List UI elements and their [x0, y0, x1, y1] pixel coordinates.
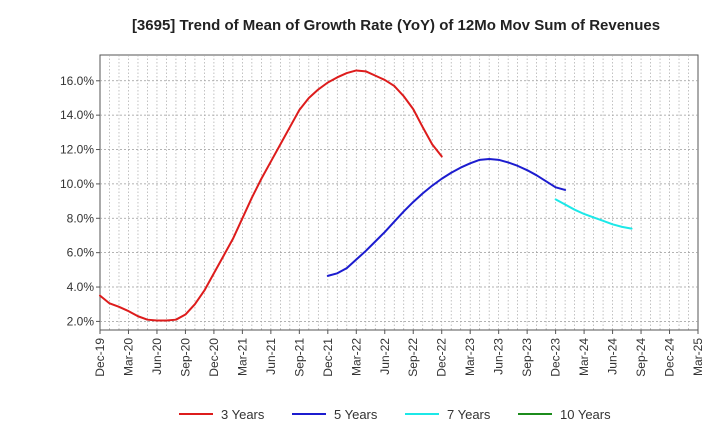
- gridlines: [100, 55, 698, 330]
- x-tick-label: Jun-23: [492, 338, 506, 375]
- x-tick-label: Jun-21: [264, 338, 278, 375]
- x-tick-label: Mar-20: [121, 338, 135, 376]
- chart-title: [3695] Trend of Mean of Growth Rate (YoY…: [132, 17, 660, 34]
- plot-area: [99, 54, 699, 331]
- y-tick-label: 14.0%: [60, 108, 94, 122]
- x-tick-label: Jun-24: [606, 338, 620, 375]
- x-tick-label: Sep-23: [520, 338, 534, 377]
- x-tick-label: Mar-23: [463, 338, 477, 376]
- x-tick-label: Dec-19: [93, 338, 107, 377]
- x-tick-label: Mar-25: [691, 338, 705, 376]
- y-axis-ticks: 2.0% 4.0% 6.0% 8.0% 10.0% 12.0% 14.0% 16.0%: [60, 74, 100, 328]
- x-tick-label: Dec-24: [663, 338, 677, 377]
- x-tick-label: Sep-24: [634, 338, 648, 377]
- x-tick-label: Mar-22: [349, 338, 363, 376]
- x-axis-ticks: Dec-19 Mar-20 Jun-20 Sep-20 Dec-20 Mar-21 Jun-…: [93, 330, 705, 377]
- x-tick-label: Sep-22: [406, 338, 420, 377]
- legend: 3 Years 5 Years 7 Years 10 Years: [179, 407, 611, 422]
- series-line-3-years: [99, 69, 443, 322]
- x-tick-label: Dec-23: [549, 338, 563, 377]
- x-tick-label: Sep-21: [292, 338, 306, 377]
- legend-label-3-years: 3 Years: [221, 407, 265, 422]
- legend-label-10-years: 10 Years: [560, 407, 611, 422]
- y-tick-label: 2.0%: [67, 314, 95, 328]
- x-tick-label: Sep-20: [178, 338, 192, 377]
- y-tick-label: 16.0%: [60, 74, 94, 88]
- y-tick-label: 10.0%: [60, 177, 94, 191]
- x-tick-label: Dec-20: [207, 338, 221, 377]
- x-tick-label: Jun-20: [150, 338, 164, 375]
- y-tick-label: 4.0%: [67, 280, 95, 294]
- x-tick-label: Jun-22: [378, 338, 392, 375]
- series-line-5-years: [326, 157, 567, 277]
- x-tick-label: Dec-21: [321, 338, 335, 377]
- x-tick-label: Dec-22: [435, 338, 449, 377]
- series-lines: [99, 69, 633, 322]
- legend-label-7-years: 7 Years: [447, 407, 491, 422]
- y-tick-label: 8.0%: [67, 211, 95, 225]
- y-tick-label: 6.0%: [67, 246, 95, 260]
- x-tick-label: Mar-24: [577, 338, 591, 376]
- y-tick-label: 12.0%: [60, 143, 94, 157]
- legend-label-5-years: 5 Years: [334, 407, 378, 422]
- x-tick-label: Mar-21: [235, 338, 249, 376]
- series-line-7-years: [554, 198, 633, 230]
